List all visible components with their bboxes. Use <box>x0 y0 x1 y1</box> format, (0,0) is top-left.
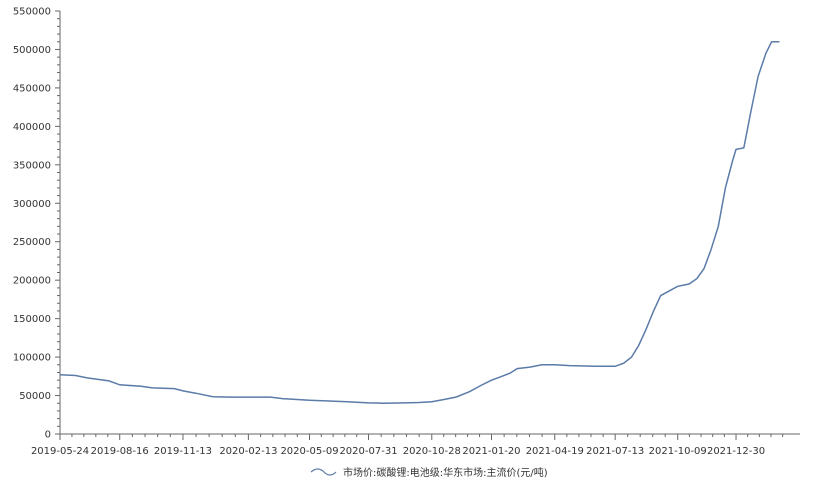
x-tick-label: 2019-05-24 <box>31 446 89 457</box>
x-tick-label: 2021-01-20 <box>462 446 520 457</box>
x-tick-label: 2021-12-30 <box>707 446 765 457</box>
y-tick-label: 50000 <box>19 391 51 402</box>
y-tick-label: 350000 <box>13 160 51 171</box>
x-tick-label: 2021-10-09 <box>649 446 707 457</box>
x-tick-label: 2021-04-19 <box>526 446 584 457</box>
x-tick-label: 2019-11-13 <box>154 446 212 457</box>
x-tick-label: 2021-07-13 <box>586 446 644 457</box>
y-tick-label: 100000 <box>13 353 51 364</box>
x-tick-label: 2020-10-28 <box>403 446 461 457</box>
x-axis-ticks: 2019-05-24 2019-08-16 2019-11-13 2020-02-13… <box>31 434 784 457</box>
x-tick-label: 2020-05-09 <box>280 446 338 457</box>
y-tick-label: 200000 <box>13 276 51 287</box>
y-tick-label: 0 <box>45 430 51 441</box>
legend-label: 市场价:碳酸锂:电池级:华东市场:主流价(元/吨) <box>343 466 548 479</box>
x-tick-label: 2020-02-13 <box>219 446 277 457</box>
legend-line-icon <box>310 468 337 476</box>
y-tick-label: 500000 <box>13 45 51 56</box>
y-tick-label: 300000 <box>13 199 51 210</box>
y-axis-ticks: 0 50000 100000 150000 200000 250000 300000 3500… <box>13 7 60 441</box>
y-tick-label: 550000 <box>13 7 51 18</box>
x-tick-label: 2019-08-16 <box>91 446 149 457</box>
x-tick-label: 2020-07-31 <box>339 446 397 457</box>
y-tick-label: 150000 <box>13 314 51 325</box>
y-tick-label: 250000 <box>13 237 51 248</box>
y-tick-label: 450000 <box>13 83 51 94</box>
series-line <box>59 41 780 404</box>
y-tick-label: 400000 <box>13 122 51 133</box>
legend[interactable]: 市场价:碳酸锂:电池级:华东市场:主流价(元/吨) <box>310 466 548 479</box>
